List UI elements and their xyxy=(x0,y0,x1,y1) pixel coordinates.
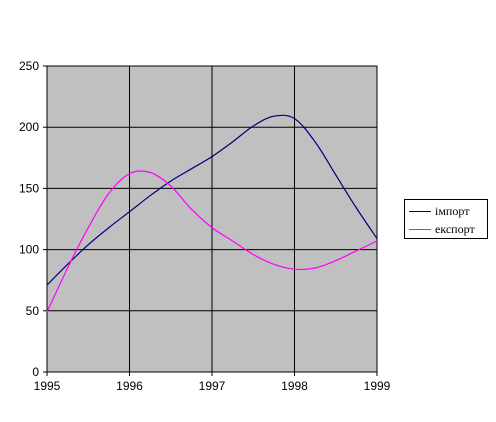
y-axis-ticks: 0 50 100 150 200 250 xyxy=(19,59,47,379)
legend: імпорт експорт xyxy=(404,199,488,239)
y-tick-label: 0 xyxy=(32,365,39,379)
y-tick-label: 200 xyxy=(19,120,39,134)
y-tick-label: 50 xyxy=(26,304,40,318)
x-tick-label: 1995 xyxy=(34,379,61,393)
series-line-export xyxy=(46,170,378,313)
x-tick-label: 1999 xyxy=(364,379,391,393)
x-tick-label: 1997 xyxy=(199,379,226,393)
legend-item-export: експорт xyxy=(409,221,475,237)
x-tick-label: 1998 xyxy=(281,379,308,393)
x-axis-ticks: 1995 1996 1997 1998 1999 xyxy=(34,372,391,393)
x-tick-label: 1996 xyxy=(116,379,143,393)
series-lines xyxy=(46,114,378,313)
legend-swatch-import xyxy=(409,210,431,212)
legend-label-export: експорт xyxy=(435,221,475,236)
y-tick-label: 100 xyxy=(19,243,39,257)
legend-swatch-export xyxy=(409,228,431,230)
legend-item-import: імпорт xyxy=(409,203,469,219)
y-tick-label: 150 xyxy=(19,181,39,195)
gridlines xyxy=(47,65,378,372)
series-line-import xyxy=(46,114,378,286)
legend-label-import: імпорт xyxy=(435,203,470,218)
y-tick-label: 250 xyxy=(19,59,39,73)
